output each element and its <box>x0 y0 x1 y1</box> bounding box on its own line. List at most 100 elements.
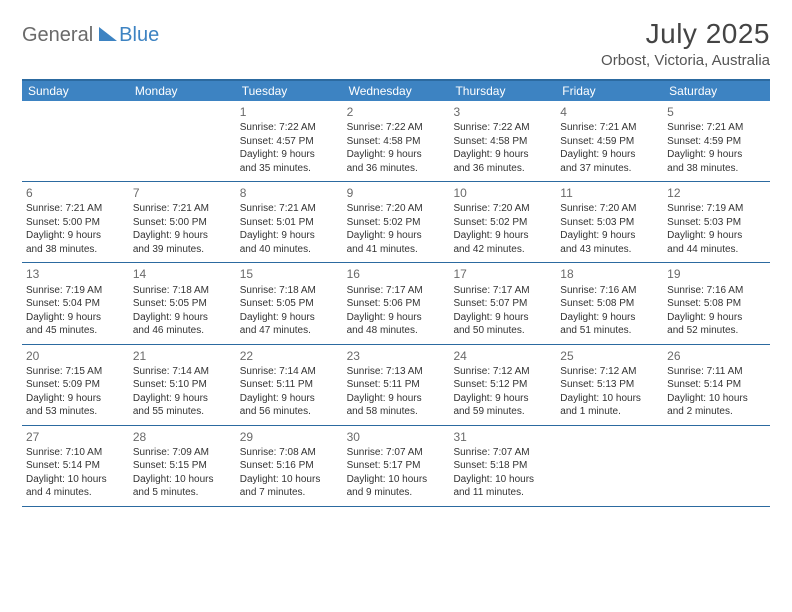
daylight-line: Daylight: 9 hours <box>453 392 552 406</box>
daylight-line: and 47 minutes. <box>240 324 339 338</box>
day-cell-empty <box>663 426 770 506</box>
day-cell: 13Sunrise: 7:19 AMSunset: 5:04 PMDayligh… <box>22 263 129 343</box>
sunrise-line: Sunrise: 7:10 AM <box>26 446 125 460</box>
sunrise-line: Sunrise: 7:22 AM <box>453 121 552 135</box>
sunrise-line: Sunrise: 7:07 AM <box>453 446 552 460</box>
sunset-line: Sunset: 5:06 PM <box>347 297 446 311</box>
day-number: 20 <box>26 348 125 364</box>
sunrise-line: Sunrise: 7:21 AM <box>667 121 766 135</box>
daylight-line: Daylight: 9 hours <box>667 229 766 243</box>
sunset-line: Sunset: 5:02 PM <box>453 216 552 230</box>
day-cell: 5Sunrise: 7:21 AMSunset: 4:59 PMDaylight… <box>663 101 770 181</box>
sunset-line: Sunset: 5:18 PM <box>453 459 552 473</box>
daylight-line: Daylight: 10 hours <box>240 473 339 487</box>
daylight-line: and 53 minutes. <box>26 405 125 419</box>
sunrise-line: Sunrise: 7:20 AM <box>347 202 446 216</box>
dow-cell: Thursday <box>449 81 556 101</box>
sunrise-line: Sunrise: 7:13 AM <box>347 365 446 379</box>
daylight-line: and 48 minutes. <box>347 324 446 338</box>
day-number: 10 <box>453 185 552 201</box>
sunrise-line: Sunrise: 7:08 AM <box>240 446 339 460</box>
day-number: 9 <box>347 185 446 201</box>
daylight-line: Daylight: 9 hours <box>347 311 446 325</box>
day-number: 14 <box>133 266 232 282</box>
day-number: 25 <box>560 348 659 364</box>
dow-cell: Saturday <box>663 81 770 101</box>
daylight-line: and 35 minutes. <box>240 162 339 176</box>
day-number: 18 <box>560 266 659 282</box>
daylight-line: Daylight: 10 hours <box>667 392 766 406</box>
daylight-line: and 2 minutes. <box>667 405 766 419</box>
day-number: 31 <box>453 429 552 445</box>
daylight-line: and 39 minutes. <box>133 243 232 257</box>
daylight-line: Daylight: 10 hours <box>133 473 232 487</box>
day-cell: 4Sunrise: 7:21 AMSunset: 4:59 PMDaylight… <box>556 101 663 181</box>
day-cell: 8Sunrise: 7:21 AMSunset: 5:01 PMDaylight… <box>236 182 343 262</box>
day-cell: 29Sunrise: 7:08 AMSunset: 5:16 PMDayligh… <box>236 426 343 506</box>
daylight-line: Daylight: 10 hours <box>453 473 552 487</box>
day-number: 1 <box>240 104 339 120</box>
day-number: 19 <box>667 266 766 282</box>
daylight-line: and 1 minute. <box>560 405 659 419</box>
day-cell: 12Sunrise: 7:19 AMSunset: 5:03 PMDayligh… <box>663 182 770 262</box>
sunrise-line: Sunrise: 7:14 AM <box>240 365 339 379</box>
daylight-line: and 38 minutes. <box>26 243 125 257</box>
day-cell: 21Sunrise: 7:14 AMSunset: 5:10 PMDayligh… <box>129 345 236 425</box>
day-cell: 23Sunrise: 7:13 AMSunset: 5:11 PMDayligh… <box>343 345 450 425</box>
day-number: 17 <box>453 266 552 282</box>
dow-cell: Sunday <box>22 81 129 101</box>
daylight-line: and 37 minutes. <box>560 162 659 176</box>
sunset-line: Sunset: 5:04 PM <box>26 297 125 311</box>
daylight-line: Daylight: 9 hours <box>26 311 125 325</box>
daylight-line: and 55 minutes. <box>133 405 232 419</box>
day-cell: 3Sunrise: 7:22 AMSunset: 4:58 PMDaylight… <box>449 101 556 181</box>
day-cell: 11Sunrise: 7:20 AMSunset: 5:03 PMDayligh… <box>556 182 663 262</box>
sunrise-line: Sunrise: 7:16 AM <box>560 284 659 298</box>
daylight-line: and 41 minutes. <box>347 243 446 257</box>
daylight-line: Daylight: 9 hours <box>453 148 552 162</box>
day-number: 23 <box>347 348 446 364</box>
sunset-line: Sunset: 5:08 PM <box>560 297 659 311</box>
day-cell: 31Sunrise: 7:07 AMSunset: 5:18 PMDayligh… <box>449 426 556 506</box>
daylight-line: and 45 minutes. <box>26 324 125 338</box>
day-number: 6 <box>26 185 125 201</box>
sunset-line: Sunset: 5:03 PM <box>560 216 659 230</box>
daylight-line: Daylight: 9 hours <box>240 148 339 162</box>
sunset-line: Sunset: 5:15 PM <box>133 459 232 473</box>
day-number: 2 <box>347 104 446 120</box>
sunrise-line: Sunrise: 7:17 AM <box>347 284 446 298</box>
daylight-line: Daylight: 10 hours <box>560 392 659 406</box>
daylight-line: Daylight: 9 hours <box>133 311 232 325</box>
daylight-line: Daylight: 9 hours <box>26 392 125 406</box>
logo-sail-icon <box>99 27 117 41</box>
daylight-line: Daylight: 9 hours <box>133 392 232 406</box>
logo-text-blue: Blue <box>119 24 159 47</box>
sunset-line: Sunset: 4:59 PM <box>560 135 659 149</box>
sunset-line: Sunset: 5:01 PM <box>240 216 339 230</box>
sunrise-line: Sunrise: 7:22 AM <box>347 121 446 135</box>
day-cell: 19Sunrise: 7:16 AMSunset: 5:08 PMDayligh… <box>663 263 770 343</box>
day-number: 26 <box>667 348 766 364</box>
sunset-line: Sunset: 5:03 PM <box>667 216 766 230</box>
daylight-line: and 38 minutes. <box>667 162 766 176</box>
daylight-line: Daylight: 9 hours <box>453 229 552 243</box>
daylight-line: and 36 minutes. <box>347 162 446 176</box>
daylight-line: and 59 minutes. <box>453 405 552 419</box>
month-title: July 2025 <box>601 18 770 50</box>
sunrise-line: Sunrise: 7:15 AM <box>26 365 125 379</box>
sunrise-line: Sunrise: 7:19 AM <box>667 202 766 216</box>
sunrise-line: Sunrise: 7:20 AM <box>453 202 552 216</box>
daylight-line: and 50 minutes. <box>453 324 552 338</box>
sunrise-line: Sunrise: 7:19 AM <box>26 284 125 298</box>
day-cell: 26Sunrise: 7:11 AMSunset: 5:14 PMDayligh… <box>663 345 770 425</box>
day-cell: 16Sunrise: 7:17 AMSunset: 5:06 PMDayligh… <box>343 263 450 343</box>
daylight-line: Daylight: 10 hours <box>26 473 125 487</box>
daylight-line: Daylight: 9 hours <box>560 148 659 162</box>
day-cell: 18Sunrise: 7:16 AMSunset: 5:08 PMDayligh… <box>556 263 663 343</box>
day-number: 29 <box>240 429 339 445</box>
day-cell-empty <box>129 101 236 181</box>
week-row: 20Sunrise: 7:15 AMSunset: 5:09 PMDayligh… <box>22 345 770 426</box>
daylight-line: Daylight: 9 hours <box>347 392 446 406</box>
sunrise-line: Sunrise: 7:21 AM <box>26 202 125 216</box>
daylight-line: Daylight: 9 hours <box>26 229 125 243</box>
